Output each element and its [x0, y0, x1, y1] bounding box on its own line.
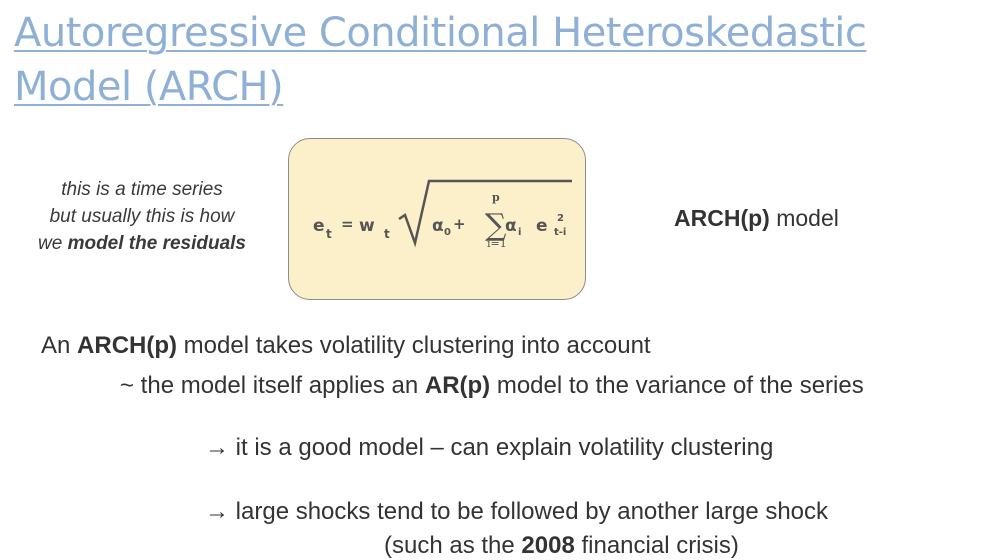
p1-pre: An [41, 332, 78, 359]
p1-bold: ARCH(p) [77, 332, 178, 359]
note-line-1: this is a time series [61, 179, 223, 200]
eq-e-sub: t [326, 227, 332, 241]
eq-sum-lower: i=1 [487, 237, 507, 250]
eq-alpha0: α [432, 216, 444, 236]
title-line-2: Model (ARCH) [14, 64, 284, 110]
eq-alphai: α [505, 216, 517, 236]
model-label: ARCH(p) model [674, 205, 839, 232]
eq-alphai-sub: i [518, 227, 521, 238]
p2-pre: ~ the model itself applies an [120, 372, 425, 399]
p2-post: model to the variance of the series [490, 372, 864, 399]
eq-equals: = [341, 215, 354, 233]
p5-post: financial crisis) [574, 532, 739, 559]
note-line-2: but usually this is how [49, 206, 235, 227]
eq-e: e [313, 216, 325, 236]
note-line-3-pre: we [37, 233, 68, 254]
body-line-1: An ARCH(p) model takes volatility cluste… [41, 332, 651, 360]
eq-sum: ∑ [485, 208, 507, 243]
eq-sum-upper: p [492, 191, 500, 204]
model-label-rest: model [769, 205, 839, 231]
eq-w: w [359, 216, 375, 236]
slide-title: Autoregressive Conditional Heteroskedast… [14, 6, 914, 114]
title-line-1: Autoregressive Conditional Heteroskedast… [14, 10, 867, 56]
p1-post: model takes volatility clustering into a… [177, 332, 651, 359]
body-line-2: ~ the model itself applies an AR(p) mode… [120, 372, 864, 400]
note-line-3: we model the residuals [18, 230, 266, 257]
note-line-3-bold: model the residuals [67, 233, 247, 254]
body-line-3: → it is a good model – can explain volat… [205, 434, 774, 461]
p5-bold: 2008 [521, 532, 575, 559]
eq-w-sub: t [384, 227, 390, 241]
p2-bold: AR(p) [424, 372, 491, 399]
body-line-4: → large shocks tend to be followed by an… [205, 498, 829, 525]
body-line-5: (such as the 2008 financial crisis) [384, 532, 739, 560]
eq-e2: e [536, 216, 548, 236]
arch-equation: e t = w t α 0 + p ∑ i=1 α i e 2 t-i [313, 179, 572, 250]
equation-box: e t = w t α 0 + p ∑ i=1 α i e 2 t-i [288, 138, 586, 300]
model-label-bold: ARCH(p) [674, 205, 770, 231]
eq-e2-sub: t-i [554, 227, 566, 238]
eq-e2-sup: 2 [557, 213, 564, 224]
side-note: this is a time series but usually this i… [18, 176, 266, 257]
eq-plus: + [453, 215, 466, 233]
p5-pre: (such as the [384, 532, 522, 559]
eq-alpha0-sub: 0 [444, 227, 451, 238]
sqrt-symbol [398, 179, 572, 248]
